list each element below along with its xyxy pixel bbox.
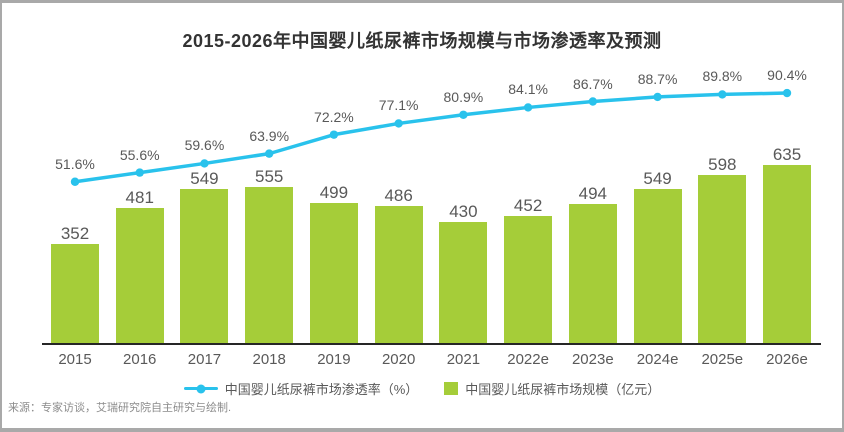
line-point-2017 (200, 159, 209, 168)
line-point-2020 (394, 119, 403, 128)
chart-plot-area: 352 51.6% 2015 481 55.6% 2016 549 59.6% 2017 555 6… (42, 60, 821, 368)
bar-2026e (763, 164, 812, 343)
line-point-2016 (135, 168, 144, 177)
penetration-value-label-2020: 77.1% (378, 97, 419, 114)
legend-label-market-size: 中国婴儿纸尿裤市场规模（亿元） (465, 382, 661, 397)
x-axis-label-2019: 2019 (317, 351, 351, 368)
penetration-value-label-2019: 72.2% (314, 108, 354, 125)
penetration-line (73, 91, 789, 184)
bar-value-label-2020: 486 (384, 186, 413, 206)
bar-2017 (180, 188, 229, 343)
x-axis-label-2026e: 2026e (766, 351, 808, 368)
x-axis-label-2021: 2021 (446, 351, 481, 368)
penetration-value-label-2025e: 89.8% (702, 68, 743, 85)
x-axis-label-2024e: 2024e (636, 351, 679, 368)
bar-value-label-2023e: 494 (578, 184, 608, 204)
penetration-value-label-2024e: 88.7% (637, 70, 678, 87)
penetration-value-label-2017: 59.6% (184, 137, 225, 154)
line-point-2024e (653, 92, 662, 102)
x-axis-label-2017: 2017 (187, 351, 222, 368)
legend: 中国婴儿纸尿裤市场渗透率（%） 中国婴儿纸尿裤市场规模（亿元） (2, 379, 842, 398)
bar-2019 (309, 202, 358, 343)
bar-2025e (698, 174, 747, 343)
bar-value-label-2022e: 452 (513, 195, 543, 215)
line-point-2026e (782, 88, 792, 98)
bar-value-label-2024e: 549 (643, 168, 672, 188)
bar-value-label-2018: 555 (255, 167, 284, 187)
penetration-value-label-2016: 55.6% (119, 146, 160, 163)
bar-value-label-2026e: 635 (772, 144, 802, 164)
legend-item-penetration: 中国婴儿纸尿裤市场渗透率（%） (183, 379, 419, 398)
line-point-2021 (459, 110, 468, 119)
line-point-2019 (329, 130, 339, 139)
bar-value-label-2019: 499 (319, 182, 349, 202)
bar-2015 (51, 244, 99, 343)
source-note: 来源：专家访谈，艾瑞研究院自主研究与绘制. (8, 402, 232, 414)
bar-value-label-2016: 481 (125, 187, 154, 207)
line-point-2018 (264, 149, 274, 158)
penetration-value-label-2023e: 86.7% (572, 75, 613, 92)
legend-label-penetration: 中国婴儿纸尿裤市场渗透率（%） (224, 382, 419, 397)
x-axis-label-2025e: 2025e (701, 351, 744, 368)
penetration-line-series (70, 88, 792, 186)
x-axis-label-2016: 2016 (123, 351, 157, 368)
bar-2018 (245, 187, 294, 343)
line-point-2025e (718, 90, 727, 99)
penetration-value-label-2022e: 84.1% (508, 81, 548, 98)
chart-title: 2015-2026年中国婴儿纸尿裤市场规模与市场渗透率及预测 (182, 31, 662, 51)
x-axis-label-2023e: 2023e (571, 351, 614, 368)
bar-2022e (504, 216, 553, 343)
x-axis-label-2018: 2018 (252, 351, 286, 368)
line-marker-dot (196, 384, 206, 393)
line-point-2023e (588, 97, 598, 106)
bar-value-label-2017: 549 (190, 168, 219, 188)
legend-item-market-size: 中国婴儿纸尿裤市场规模（亿元） (444, 379, 660, 398)
line-series-swatch (183, 384, 218, 393)
bar-series-swatch (444, 382, 459, 395)
penetration-value-label-2015: 51.6% (55, 155, 95, 172)
x-axis-label-2020: 2020 (381, 351, 416, 368)
bar-2023e (568, 204, 617, 343)
bar-2020 (374, 206, 423, 343)
line-point-2015 (70, 177, 80, 186)
bar-value-label-2021: 430 (449, 202, 478, 222)
bar-2016 (115, 207, 164, 343)
penetration-value-label-2026e: 90.4% (767, 67, 807, 84)
bar-value-label-2015: 352 (60, 224, 90, 244)
bar-value-label-2025e: 598 (708, 154, 737, 174)
bar-2021 (439, 222, 488, 343)
penetration-value-label-2021: 80.9% (443, 88, 484, 105)
x-axis-label-2022e: 2022e (507, 351, 549, 368)
penetration-value-label-2018: 63.9% (249, 127, 290, 144)
x-axis-label-2015: 2015 (58, 351, 92, 368)
line-point-2022e (523, 103, 533, 112)
bar-2024e (633, 188, 682, 343)
